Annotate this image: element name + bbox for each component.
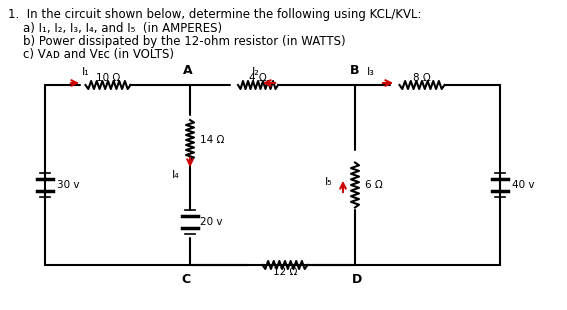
Text: I₂: I₂: [252, 67, 260, 77]
Text: I₁: I₁: [82, 67, 90, 77]
Text: I₃: I₃: [367, 67, 375, 77]
Text: C: C: [181, 273, 191, 286]
Text: 12 Ω: 12 Ω: [273, 267, 297, 277]
Text: D: D: [352, 273, 362, 286]
Text: c) Vᴀᴅ and Vᴇᴄ (in VOLTS): c) Vᴀᴅ and Vᴇᴄ (in VOLTS): [8, 48, 174, 61]
Text: a) I₁, I₂, I₃, I₄, and I₅  (in AMPERES): a) I₁, I₂, I₃, I₄, and I₅ (in AMPERES): [8, 22, 222, 35]
Text: 6 Ω: 6 Ω: [365, 180, 383, 190]
Text: B: B: [350, 64, 359, 77]
Text: 20 v: 20 v: [200, 217, 222, 227]
Text: A: A: [183, 64, 193, 77]
Text: 4 Ω: 4 Ω: [249, 73, 267, 83]
Text: I₄: I₄: [172, 170, 180, 180]
Text: 30 v: 30 v: [57, 180, 79, 190]
Text: 10 Ω: 10 Ω: [96, 73, 120, 83]
Text: I₅: I₅: [325, 177, 333, 187]
Text: 8 Ω: 8 Ω: [413, 73, 431, 83]
Text: 40 v: 40 v: [512, 180, 535, 190]
Text: b) Power dissipated by the 12-ohm resistor (in WATTS): b) Power dissipated by the 12-ohm resist…: [8, 35, 346, 48]
Text: 1.  In the circuit shown below, determine the following using KCL/KVL:: 1. In the circuit shown below, determine…: [8, 8, 421, 21]
Text: 14 Ω: 14 Ω: [200, 135, 225, 145]
